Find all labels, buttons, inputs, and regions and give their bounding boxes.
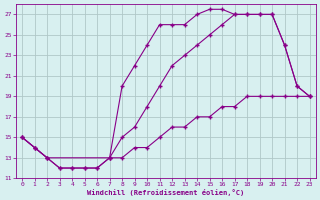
X-axis label: Windchill (Refroidissement éolien,°C): Windchill (Refroidissement éolien,°C) xyxy=(87,189,244,196)
